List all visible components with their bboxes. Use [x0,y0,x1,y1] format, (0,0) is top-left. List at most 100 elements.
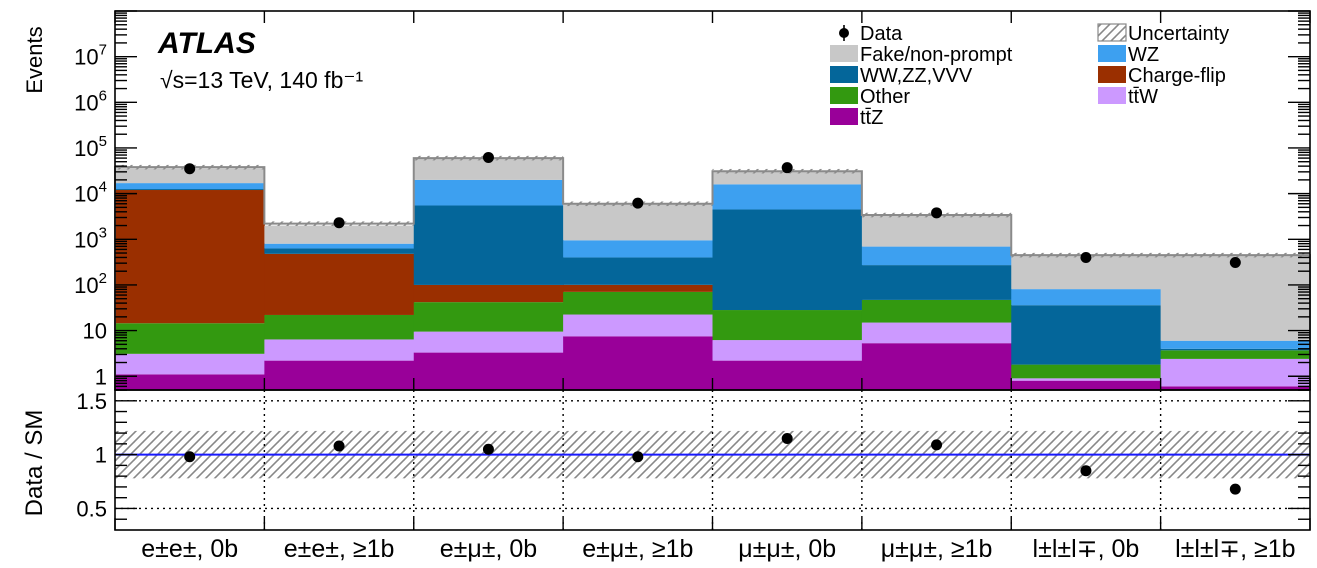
data-point-2 [482,151,494,163]
bar-other-5 [861,299,1012,323]
main-y-tick-label-1: 10 [83,319,107,344]
bar-other-1 [264,314,415,340]
bar-fakenonprompt-4 [712,171,863,185]
bar-ttw-6 [1011,378,1162,381]
bar-fakenonprompt-0 [115,168,265,184]
bar-wz-4 [712,184,863,210]
x-tick-label-1: e±e±, ≥1b [284,535,395,563]
bar-fakenonprompt-5 [861,215,1012,247]
bar-wwzzvvv-6 [1011,305,1162,365]
x-axis-tick-labels: e±e±, 0b e±e±, ≥1b e±μ±, 0b e±μ±, ≥1b μ±μ±, … [141,535,1295,563]
ratio-y-axis-label: Data / SM [21,410,48,517]
legend-swatch-wwzzvvv [830,66,858,83]
x-tick-label-6: l±l±l∓, 0b [1033,535,1140,563]
ratio-point-7 [1229,483,1241,495]
main-y-tick-label-6: 106 [74,87,107,115]
bar-chargeflip-2 [413,284,564,303]
bar-chargeflip-3 [563,284,714,292]
bar-other-4 [712,310,863,341]
bar-ttz-0 [115,374,265,390]
x-tick-label-3: e±μ±, ≥1b [582,535,693,563]
bar-wwzzvvv-2 [413,205,564,285]
legend-label-uncertainty: Uncertainty [1128,23,1229,45]
bar-chargeflip-1 [264,253,415,315]
legend-label-fakenonprompt: Fake/non-prompt [860,44,1013,66]
ratio-point-3 [632,451,644,463]
legend-swatch-ttw [1098,87,1126,104]
data-point-1 [333,217,345,229]
legend-label-ttw: tt̄W [1128,86,1158,108]
bar-other-7 [1160,350,1311,359]
bar-wz-6 [1011,289,1162,306]
main-y-axis-label: Events [22,26,47,93]
energy-lumi-label: √s=13 TeV, 140 fb⁻¹ [160,67,364,93]
bar-ttw-2 [413,331,564,353]
bar-wz-1 [264,243,415,249]
main-y-tick-label-5: 105 [74,133,107,161]
ratio-point-6 [1080,465,1092,477]
total-prediction-outline [114,157,1311,390]
bar-wwzzvvv-1 [264,248,415,254]
legend-swatch-uncertainty [1097,23,1127,42]
legend-label-data: Data [860,23,903,45]
bar-ttw-3 [563,314,714,337]
bar-ttz-3 [563,336,714,390]
ratio-y-tick-label-1: 1 [95,443,107,468]
main-y-tick-label-4: 104 [74,179,107,207]
main-total-outline [114,157,1311,390]
bar-other-0 [115,323,265,354]
legend-swatch-ttz [830,108,858,125]
bar-ttw-5 [861,322,1012,344]
x-tick-label-5: μ±μ±, ≥1b [881,535,993,563]
main-y-tick-label-0: 1 [95,364,107,389]
bar-chargeflip-0 [115,190,265,324]
legend-swatch-fakenonprompt [830,45,858,62]
legend-label-wwzzvvv: WW,ZZ,VVV [860,65,973,87]
legend-label-wz: WZ [1128,44,1159,66]
ratio-y-tick-label-0: 0.5 [76,496,107,521]
x-tick-label-2: e±μ±, 0b [440,535,537,563]
legend-label-chargeflip: Charge-flip [1128,65,1226,87]
legend-label-ttz: tt̄Z [860,107,883,129]
ratio-point-2 [482,443,494,455]
data-point-3 [632,197,644,209]
bar-ttz-7 [1160,386,1311,390]
bar-wwzzvvv-0 [115,189,265,191]
ratio-grid [115,390,1310,530]
legend-swatch-chargeflip [1098,66,1126,83]
main-y-tick-label-7: 107 [74,42,107,70]
bar-wwzzvvv-4 [712,209,863,311]
data-point-7 [1229,257,1241,269]
data-point-5 [931,207,943,219]
bar-wz-2 [413,179,564,206]
ratio-data-points [184,432,1241,495]
bar-fakenonprompt-1 [264,225,415,244]
bar-ttw-1 [264,339,415,361]
ratio-point-5 [931,439,943,451]
bar-wwzzvvv-7 [1160,348,1311,351]
main-data-points [184,151,1241,269]
experiment-label: ATLAS [157,27,256,60]
x-tick-label-4: μ±μ±, 0b [738,535,836,563]
ratio-point-0 [184,451,196,463]
ratio-point-1 [333,440,345,452]
legend-swatch-wz [1098,45,1126,62]
bar-other-3 [563,291,714,315]
legend-label-other: Other [860,86,910,108]
main-stacked-bars [115,158,1311,390]
bar-ttz-5 [861,343,1012,390]
bar-fakenonprompt-3 [563,203,714,241]
data-point-6 [1080,251,1092,263]
data-point-0 [184,163,196,175]
bar-other-6 [1011,364,1162,379]
bar-wz-5 [861,246,1012,266]
bar-ttw-7 [1160,358,1311,387]
bar-wz-0 [115,183,265,190]
bar-fakenonprompt-7 [1160,255,1311,341]
main-y-tick-label-3: 103 [74,224,107,252]
bar-fakenonprompt-2 [413,158,564,180]
bar-other-2 [413,302,564,332]
bar-wz-3 [563,240,714,258]
main-y-tick-label-2: 102 [74,270,107,298]
